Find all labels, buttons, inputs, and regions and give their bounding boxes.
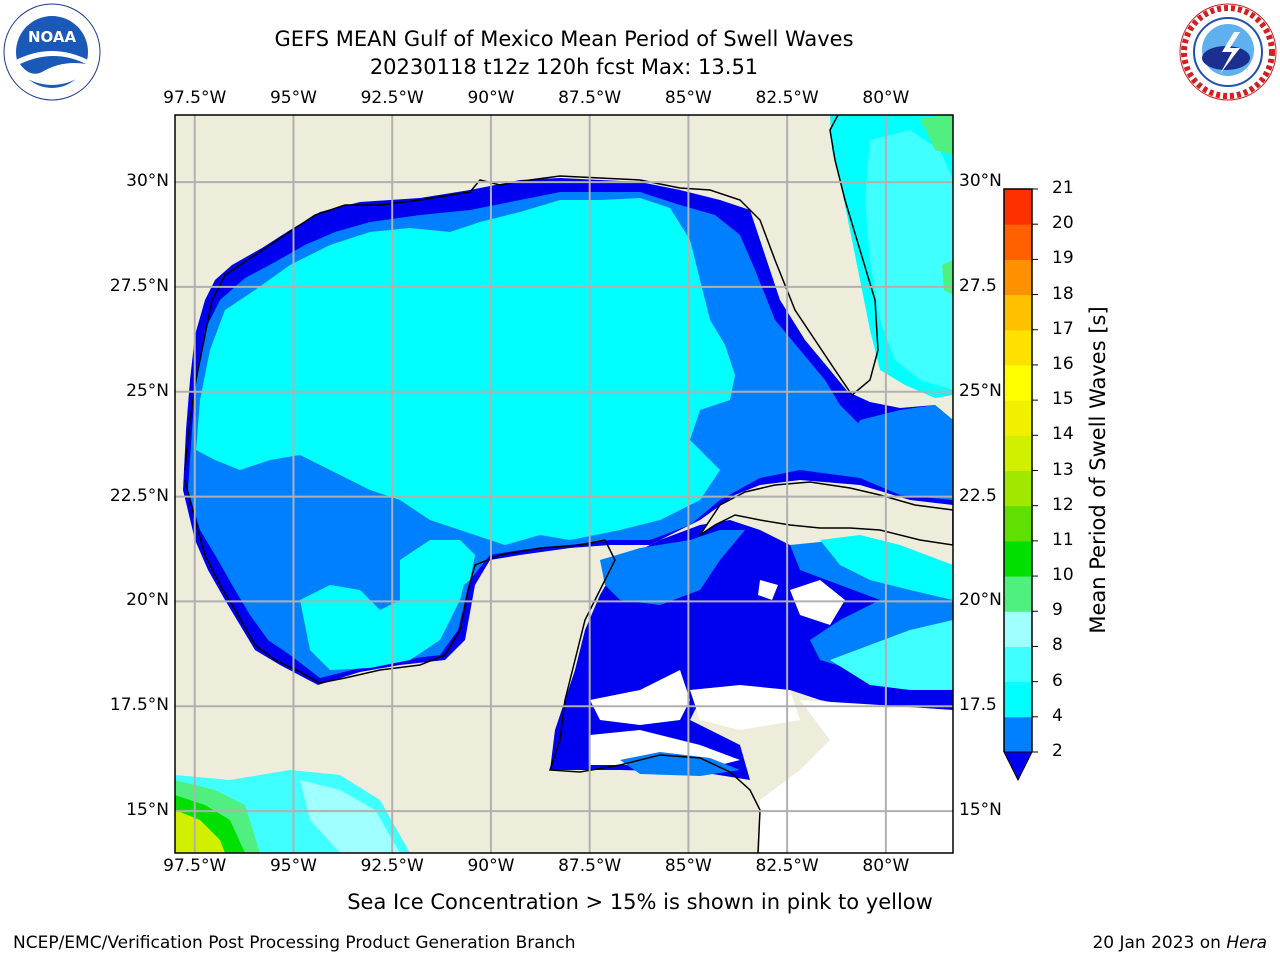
plot-frame <box>174 114 954 854</box>
cuba-land <box>699 481 953 546</box>
lat-tick-left: 30°N <box>126 171 169 192</box>
sea-ice-note: Sea Ice Concentration > 15% is shown in … <box>347 890 933 914</box>
lat-tick-right: 30°N <box>959 171 1002 192</box>
nodata-patch-1 <box>590 670 690 725</box>
footer-date-text: 20 Jan 2023 on <box>1092 933 1227 953</box>
colorbar-segment <box>1004 681 1032 718</box>
lat-tick-right: 17.5 <box>959 695 997 716</box>
colorbar-tick-label: 11 <box>1052 529 1074 550</box>
colorbar-under-arrow <box>1003 751 1033 782</box>
colorbar-segment <box>1004 364 1032 401</box>
colorbar-segment <box>1004 646 1032 683</box>
lat-tick-right: 22.5 <box>959 485 997 506</box>
graticule <box>175 115 953 853</box>
colorbar-segment <box>1004 259 1032 296</box>
colorbar-tick-label: 12 <box>1052 494 1074 515</box>
lon-tick-bottom: 92.5°W <box>360 856 424 876</box>
colorbar-segment <box>1004 189 1032 225</box>
coastline <box>184 115 879 853</box>
atlantic-swell-light <box>865 130 953 390</box>
pacific-swell-light <box>300 780 400 853</box>
colorbar-segment <box>1004 505 1032 542</box>
colorbar-tick-label: 2 <box>1052 741 1063 761</box>
colorbar-segment <box>1004 716 1032 753</box>
lat-tick-left: 17.5°N <box>109 695 169 716</box>
colorbar-tick-label: 14 <box>1052 424 1074 445</box>
colorbar-tick-label: 20 <box>1052 213 1074 234</box>
chart-subtitle: 20230118 t12z 120h fcst Max: 13.51 <box>369 55 759 79</box>
nodata-patch-2 <box>690 685 800 730</box>
florida-straits-swell <box>850 405 953 500</box>
chart-title: GEFS MEAN Gulf of Mexico Mean Period of … <box>274 27 854 51</box>
footer-credit: NCEP/EMC/Verification Post Processing Pr… <box>13 933 576 953</box>
colorbar-tick-label: 9 <box>1052 600 1063 621</box>
lon-tick-top: 85°W <box>664 88 712 108</box>
pacific-swell-yellow <box>175 810 225 853</box>
colorbar-tick-label: 15 <box>1052 389 1074 410</box>
colorbar-tick-label: 6 <box>1052 670 1063 691</box>
lon-tick-top: 87.5°W <box>558 88 622 108</box>
colorbar-tick-label: 19 <box>1052 248 1074 269</box>
gulf-swell-core <box>196 198 735 545</box>
lat-tick-left: 22.5°N <box>109 485 169 506</box>
lon-tick-bottom: 87.5°W <box>558 856 622 876</box>
campeche-swell-patch <box>400 540 475 610</box>
lat-tick-right: 27.5 <box>959 275 997 296</box>
colorbar-tick-label: 16 <box>1052 353 1074 374</box>
colorbar-tick-label: 17 <box>1052 318 1074 339</box>
colorbar-tick-label: 13 <box>1052 459 1074 480</box>
colorbar-tick-label: 4 <box>1052 705 1063 726</box>
colorbar-segment <box>1004 435 1032 471</box>
colorbar-segment <box>1004 329 1032 366</box>
colorbar-segment <box>1004 611 1032 647</box>
colorbar-segment <box>1004 576 1032 612</box>
lat-tick-left: 25°N <box>126 380 169 401</box>
lon-tick-top: 82.5°W <box>755 88 819 108</box>
nodata-patch-5 <box>790 580 845 625</box>
lon-tick-bottom: 90°W <box>467 856 515 876</box>
footer-machine: Hera <box>1226 933 1267 953</box>
nws-logo <box>1178 2 1278 106</box>
colorbar-tick-label: 8 <box>1052 635 1063 656</box>
lon-tick-top: 80°W <box>862 88 910 108</box>
lat-tick-right: 15°N <box>959 800 1002 821</box>
lat-tick-right: 20°N <box>959 590 1002 611</box>
lon-tick-bottom: 95°W <box>269 856 317 876</box>
colorbar-tick-label: 10 <box>1052 565 1074 586</box>
lon-tick-bottom: 85°W <box>664 856 712 876</box>
noaa-logo-text: NOAA <box>28 28 77 46</box>
lat-tick-left: 15°N <box>126 800 169 821</box>
colorbar-segment <box>1004 294 1032 331</box>
caribbean-swell-mid <box>600 530 745 605</box>
colorbar-segment <box>1004 400 1032 436</box>
lon-tick-top: 97.5°W <box>163 88 227 108</box>
colorbar-tick-label: 21 <box>1052 178 1074 198</box>
caribbean-swell-cyan-south <box>830 620 953 690</box>
lat-tick-left: 20°N <box>126 590 169 611</box>
lon-tick-bottom: 80°W <box>862 856 910 876</box>
colorbar-segment <box>1004 224 1032 260</box>
footer-date: 20 Jan 2023 on Hera <box>1092 933 1267 953</box>
lon-tick-bottom: 82.5°W <box>755 856 819 876</box>
nodata-patch-6 <box>758 580 778 600</box>
colorbar-title: Mean Period of Swell Waves [s] <box>1086 306 1110 634</box>
lon-tick-top: 92.5°W <box>360 88 424 108</box>
noaa-logo: NOAA <box>2 2 102 106</box>
colorbar-segment <box>1004 540 1032 577</box>
lon-tick-bottom: 97.5°W <box>163 856 227 876</box>
colorbar-segment <box>1004 470 1032 507</box>
atlantic-swell-green <box>920 115 953 155</box>
nodata-patch-3 <box>760 700 953 853</box>
lon-tick-top: 95°W <box>269 88 317 108</box>
lat-tick-right: 25°N <box>959 380 1002 401</box>
lat-tick-left: 27.5°N <box>109 275 169 296</box>
colorbar-tick-label: 18 <box>1052 283 1074 304</box>
lon-tick-top: 90°W <box>467 88 515 108</box>
